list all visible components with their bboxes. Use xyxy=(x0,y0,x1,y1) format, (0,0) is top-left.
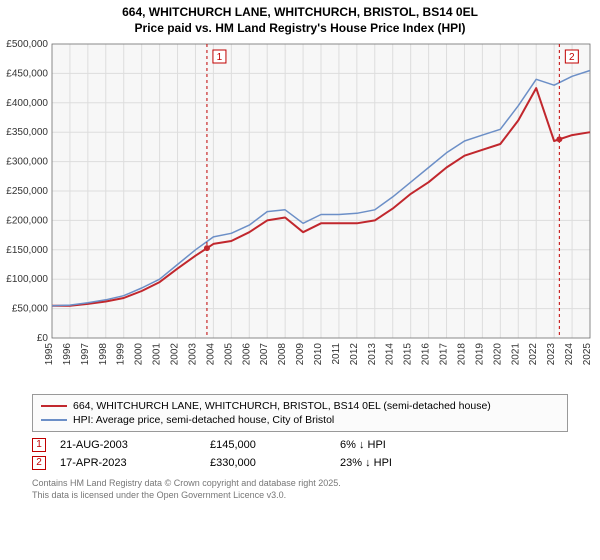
marker-2-pct: 23% ↓ HPI xyxy=(340,457,460,469)
marker-badge-1: 1 xyxy=(32,438,46,452)
svg-text:1998: 1998 xyxy=(98,343,109,366)
legend-label-hpi: HPI: Average price, semi-detached house,… xyxy=(73,414,334,426)
svg-text:2005: 2005 xyxy=(223,343,234,366)
svg-text:2014: 2014 xyxy=(385,343,396,366)
title-line1: 664, WHITCHURCH LANE, WHITCHURCH, BRISTO… xyxy=(0,4,600,20)
svg-text:£250,000: £250,000 xyxy=(6,186,48,197)
svg-text:£100,000: £100,000 xyxy=(6,275,48,286)
svg-text:£300,000: £300,000 xyxy=(6,157,48,168)
marker-row-1: 1 21-AUG-2003 £145,000 6% ↓ HPI xyxy=(32,436,568,454)
svg-text:£0: £0 xyxy=(37,333,49,344)
svg-text:2012: 2012 xyxy=(349,343,360,366)
svg-text:£50,000: £50,000 xyxy=(12,304,49,315)
marker-1-date: 21-AUG-2003 xyxy=(60,439,210,451)
svg-text:2006: 2006 xyxy=(241,343,252,366)
svg-text:2011: 2011 xyxy=(331,343,342,365)
svg-text:2016: 2016 xyxy=(421,343,432,366)
marker-2-date: 17-APR-2023 xyxy=(60,457,210,469)
svg-text:2019: 2019 xyxy=(474,343,485,366)
svg-text:£200,000: £200,000 xyxy=(6,216,48,227)
svg-text:2009: 2009 xyxy=(295,343,306,366)
chart-svg: £0 £50,000 £100,000 £150,000 £200,000 £250,00… xyxy=(0,38,600,388)
svg-text:£450,000: £450,000 xyxy=(6,69,48,80)
title-line2: Price paid vs. HM Land Registry's House … xyxy=(0,20,600,36)
svg-text:£350,000: £350,000 xyxy=(6,128,48,139)
chart-area: £0 £50,000 £100,000 £150,000 £200,000 £250,00… xyxy=(0,38,600,388)
svg-text:1999: 1999 xyxy=(116,343,127,366)
svg-text:2020: 2020 xyxy=(492,343,503,366)
marker-1-price: £145,000 xyxy=(210,439,340,451)
svg-text:2024: 2024 xyxy=(564,343,575,366)
svg-text:2004: 2004 xyxy=(205,343,216,366)
svg-text:2023: 2023 xyxy=(546,343,557,366)
marker-table: 1 21-AUG-2003 £145,000 6% ↓ HPI 2 17-APR… xyxy=(32,436,568,472)
marker-row-2: 2 17-APR-2023 £330,000 23% ↓ HPI xyxy=(32,454,568,472)
svg-text:2002: 2002 xyxy=(170,343,181,366)
svg-text:2025: 2025 xyxy=(582,343,593,366)
legend-swatch-hpi xyxy=(41,419,67,421)
svg-text:2001: 2001 xyxy=(152,343,163,366)
legend: 664, WHITCHURCH LANE, WHITCHURCH, BRISTO… xyxy=(32,394,568,432)
svg-text:2: 2 xyxy=(569,52,575,63)
svg-text:1997: 1997 xyxy=(80,343,91,366)
svg-text:1: 1 xyxy=(217,52,223,63)
svg-text:2021: 2021 xyxy=(510,343,521,366)
svg-text:2007: 2007 xyxy=(259,343,270,366)
marker-2-price: £330,000 xyxy=(210,457,340,469)
svg-text:1996: 1996 xyxy=(62,343,73,366)
svg-text:2022: 2022 xyxy=(528,343,539,366)
svg-text:1995: 1995 xyxy=(44,343,55,366)
legend-swatch-price-paid xyxy=(41,405,67,407)
chart-title: 664, WHITCHURCH LANE, WHITCHURCH, BRISTO… xyxy=(0,0,600,38)
svg-text:£400,000: £400,000 xyxy=(6,98,48,109)
marker-badge-2: 2 xyxy=(32,456,46,470)
attribution: Contains HM Land Registry data © Crown c… xyxy=(32,478,568,501)
svg-text:2003: 2003 xyxy=(187,343,198,366)
svg-text:2008: 2008 xyxy=(277,343,288,366)
svg-text:2000: 2000 xyxy=(134,343,145,366)
marker-1-pct: 6% ↓ HPI xyxy=(340,439,460,451)
svg-text:2018: 2018 xyxy=(456,343,467,366)
svg-text:2010: 2010 xyxy=(313,343,324,366)
legend-row-hpi: HPI: Average price, semi-detached house,… xyxy=(41,413,559,427)
attribution-line2: This data is licensed under the Open Gov… xyxy=(32,490,568,501)
svg-text:2015: 2015 xyxy=(403,343,414,366)
legend-label-price-paid: 664, WHITCHURCH LANE, WHITCHURCH, BRISTO… xyxy=(73,400,491,412)
legend-row-price-paid: 664, WHITCHURCH LANE, WHITCHURCH, BRISTO… xyxy=(41,399,559,413)
attribution-line1: Contains HM Land Registry data © Crown c… xyxy=(32,478,568,489)
svg-text:£500,000: £500,000 xyxy=(6,39,48,50)
svg-text:2017: 2017 xyxy=(439,343,450,366)
svg-text:2013: 2013 xyxy=(367,343,378,366)
svg-text:£150,000: £150,000 xyxy=(6,245,48,256)
